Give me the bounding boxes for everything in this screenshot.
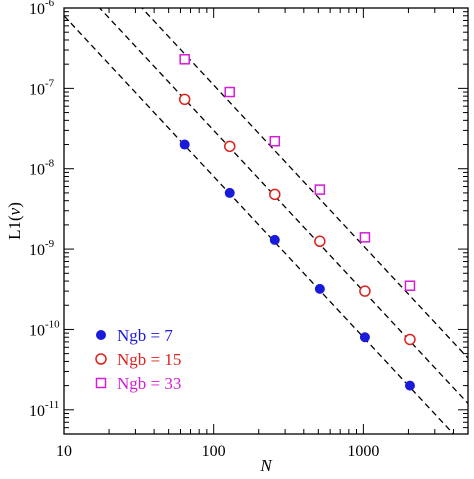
data-point	[359, 232, 371, 243]
y-axis-label-suffix: )	[5, 202, 24, 208]
y-tick-label: 10-6	[29, 0, 55, 18]
x-axis-label: N	[259, 456, 273, 475]
legend: Ngb = 7 Ngb = 15 Ngb = 33	[95, 326, 181, 393]
legend-marker	[96, 330, 106, 340]
plot-frame	[63, 7, 469, 435]
x-tick-label: 1000	[347, 443, 379, 460]
data-point	[269, 135, 281, 147]
data-point	[404, 280, 416, 291]
x-tick-label: 10	[56, 443, 72, 460]
data-point	[404, 380, 415, 391]
y-axis-label-prefix: L1(	[5, 215, 24, 240]
data-point	[224, 187, 235, 198]
y-tick-label: 10-7	[29, 77, 55, 98]
y-axis-label: L1(v)	[5, 202, 24, 240]
y-tick-label: 10-10	[29, 318, 60, 339]
legend-label: Ngb = 15	[117, 350, 181, 369]
data-point	[359, 332, 370, 343]
y-tick-label: 10-9	[29, 238, 55, 259]
y-axis-label-var: v	[5, 207, 24, 215]
legend-marker	[95, 353, 107, 365]
legend-label: Ngb = 33	[117, 374, 181, 393]
data-point	[224, 86, 235, 98]
y-tick-label: 10-11	[29, 399, 59, 420]
fit-line	[64, 15, 455, 434]
y-tick-label: 10-8	[29, 158, 55, 179]
ticks-group: 10 100 1000 10-11 10-10 10-9 10-8 10-7 10-6	[29, 0, 469, 460]
markers-group	[178, 54, 416, 391]
fit-lines-group	[64, 8, 468, 434]
data-point	[359, 285, 371, 297]
data-point	[314, 184, 326, 195]
legend-marker	[95, 377, 107, 389]
fit-line	[98, 8, 468, 404]
data-point	[178, 93, 191, 106]
data-point	[179, 54, 190, 65]
data-point	[314, 235, 326, 248]
data-point	[314, 283, 325, 294]
x-tick-label: 100	[202, 443, 226, 460]
fit-line	[141, 8, 468, 359]
data-point	[223, 140, 236, 153]
data-point	[269, 188, 281, 201]
legend-label: Ngb = 7	[117, 326, 173, 345]
data-point	[269, 234, 280, 245]
data-point	[404, 333, 416, 346]
data-point	[179, 139, 190, 150]
